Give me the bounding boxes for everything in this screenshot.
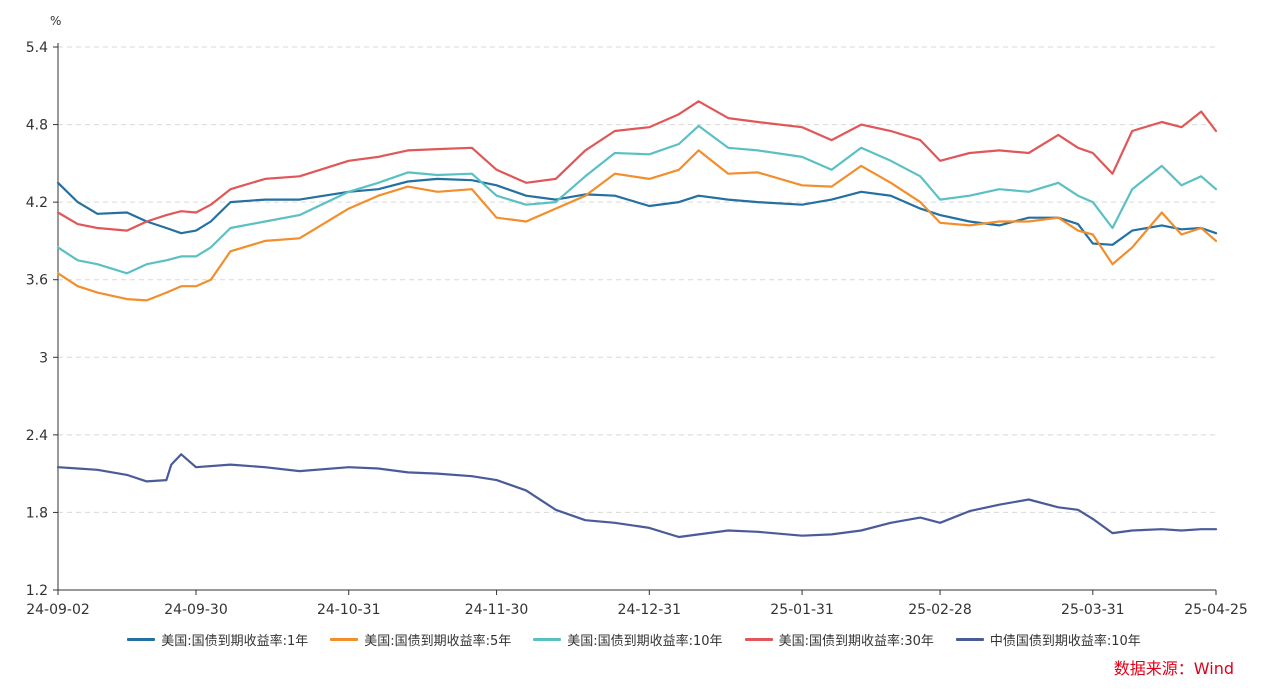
series-line-5 <box>56 453 1218 539</box>
legend-label: 美国:国债到期收益率:30年 <box>778 633 934 649</box>
x-tick-label: 25-03-31 <box>1061 602 1125 618</box>
legend-label: 美国:国债到期收益率:1年 <box>161 633 309 649</box>
series-line-1 <box>56 177 1218 246</box>
legend-label: 美国:国债到期收益率:5年 <box>364 633 512 649</box>
y-tick-label: 2.4 <box>26 428 48 444</box>
x-tick-label: 24-10-31 <box>317 602 381 618</box>
legend-swatch <box>955 637 984 641</box>
legend-item-1[interactable]: 美国:国债到期收益率:1年 <box>127 630 308 649</box>
axes <box>57 43 1216 591</box>
legend-swatch <box>127 637 156 641</box>
y-tick-label: 4.2 <box>26 195 48 211</box>
x-axis-ticks: 24-09-02 24-09-30 24-10-31 24-11-30 24-12-31… <box>26 590 1248 618</box>
series-lines <box>56 100 1218 539</box>
legend-item-5[interactable]: 中债国债到期收益率:10年 <box>955 630 1141 649</box>
y-tick-label: 1.2 <box>26 583 48 599</box>
legend-item-4[interactable]: 美国:国债到期收益率:30年 <box>744 630 934 649</box>
data-source-note: 数据来源：Wind <box>1113 659 1234 678</box>
legend: 美国:国债到期收益率:1年 美国:国债到期收益率:5年 美国:国债到期收益率:10年… <box>0 626 1268 652</box>
x-tick-label: 24-09-30 <box>164 602 228 618</box>
y-axis-unit-label: % <box>50 14 62 28</box>
grid-lines <box>58 46 1216 513</box>
y-axis-ticks: 1.2 1.8 2.4 3 3.6 4.2 4.8 5.4 <box>26 40 58 599</box>
legend-swatch <box>744 637 773 641</box>
series-line-3 <box>56 124 1218 275</box>
legend-swatch <box>330 637 359 641</box>
y-tick-label: 3 <box>39 350 48 366</box>
x-tick-label: 25-01-31 <box>770 602 834 618</box>
y-tick-label: 1.8 <box>26 505 48 521</box>
x-tick-label: 25-04-25 <box>1184 602 1248 618</box>
legend-item-2[interactable]: 美国:国债到期收益率:5年 <box>330 630 511 649</box>
x-tick-label: 24-12-31 <box>618 602 682 618</box>
legend-label: 中债国债到期收益率:10年 <box>989 633 1141 649</box>
line-chart: 1.21.82.433.64.24.85.4 24-09-02 24-09-30 2… <box>26 40 1248 618</box>
x-tick-label: 25-02-28 <box>908 602 972 618</box>
x-tick-label: 24-09-02 <box>26 602 90 618</box>
legend-swatch <box>533 637 562 641</box>
series-line-4 <box>56 100 1218 232</box>
y-tick-label: 4.8 <box>26 118 48 134</box>
y-tick-label: 3.6 <box>26 273 48 289</box>
series-line-2 <box>56 149 1218 302</box>
legend-label: 美国:国债到期收益率:10年 <box>567 633 723 649</box>
y-tick-label: 5.4 <box>26 40 48 56</box>
legend-item-3[interactable]: 美国:国债到期收益率:10年 <box>533 630 723 649</box>
x-tick-label: 24-11-30 <box>465 602 529 618</box>
